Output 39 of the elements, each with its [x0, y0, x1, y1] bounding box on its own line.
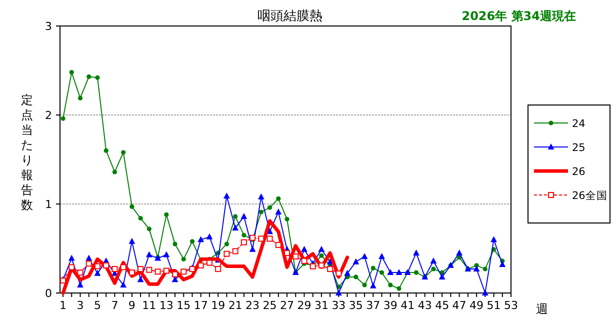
y-tick-label: 3: [45, 20, 52, 33]
legend-label: 26: [572, 166, 586, 178]
legend-label: 25: [572, 142, 586, 154]
x-tick-label: 35: [348, 299, 363, 312]
x-tick-label: 49: [470, 299, 484, 312]
x-tick-label: 19: [211, 299, 226, 312]
x-tick-label: 45: [435, 299, 450, 312]
x-tick-label: 3: [76, 299, 84, 312]
x-tick-label: 7: [111, 299, 118, 312]
x-tick-label: 9: [128, 299, 136, 312]
x-tick-label: 33: [332, 299, 346, 312]
x-tick-label: 47: [452, 299, 466, 312]
x-tick-label: 11: [142, 299, 156, 312]
x-tick-label: 53: [504, 299, 518, 312]
x-tick-label: 51: [486, 299, 501, 312]
y-tick-label: 1: [45, 198, 52, 211]
x-tick-label: 27: [280, 299, 294, 312]
x-tick-label: 5: [94, 299, 101, 312]
x-axis-title: 週: [536, 302, 548, 316]
x-tick-label: 37: [366, 299, 380, 312]
x-tick-label: 21: [228, 299, 242, 312]
x-tick-label: 25: [262, 299, 277, 312]
y-tick-label: 2: [45, 109, 52, 122]
x-tick-label: 41: [400, 299, 415, 312]
chart-subtitle: 2026年 第34週現在: [462, 9, 576, 23]
x-tick-label: 43: [418, 299, 432, 312]
legend-label: 24: [572, 118, 586, 130]
x-tick-label: 29: [297, 299, 312, 312]
legend-label: 26全国: [572, 190, 608, 202]
x-tick-label: 31: [314, 299, 328, 312]
x-tick-label: 23: [246, 299, 260, 312]
y-tick-label: 0: [45, 287, 52, 300]
x-tick-label: 15: [176, 299, 191, 312]
y-axis-title: 定点当たり報告数: [21, 93, 33, 212]
x-tick-label: 17: [194, 299, 208, 312]
x-tick-label: 39: [383, 299, 398, 312]
x-tick-label: 13: [159, 299, 174, 312]
chart-title: 咽頭結膜熱: [258, 9, 322, 24]
x-tick-label: 1: [60, 299, 67, 312]
